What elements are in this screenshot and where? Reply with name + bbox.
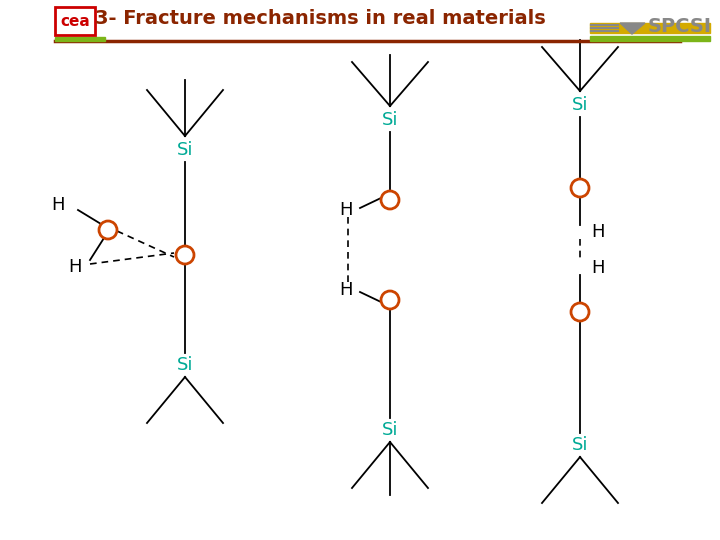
Text: SPCSI: SPCSI: [648, 17, 712, 37]
Text: Si: Si: [176, 356, 193, 374]
Text: H: H: [591, 223, 605, 241]
Text: H: H: [51, 196, 65, 214]
Text: H: H: [68, 258, 82, 276]
Text: H: H: [339, 281, 353, 299]
Text: 3- Fracture mechanisms in real materials: 3- Fracture mechanisms in real materials: [94, 9, 545, 28]
Text: cea: cea: [60, 14, 90, 29]
FancyBboxPatch shape: [55, 7, 95, 35]
Text: Si: Si: [572, 436, 588, 454]
Polygon shape: [620, 23, 645, 34]
Text: Si: Si: [176, 141, 193, 159]
Bar: [55, 37, 105, 41]
Bar: [590, 23, 710, 33]
Bar: [590, 36, 710, 41]
Text: H: H: [591, 259, 605, 277]
Text: H: H: [339, 201, 353, 219]
Text: Si: Si: [382, 111, 398, 129]
Text: Si: Si: [572, 96, 588, 114]
Text: Si: Si: [382, 421, 398, 439]
